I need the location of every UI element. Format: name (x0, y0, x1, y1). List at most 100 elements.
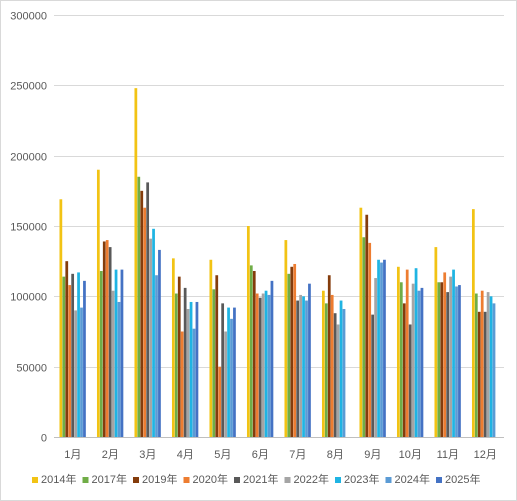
bar (299, 294, 302, 437)
bar (146, 182, 150, 437)
bar (114, 269, 118, 437)
x-tick-label: 1月 (64, 449, 81, 461)
bar (471, 209, 475, 437)
y-tick-label: 150000 (10, 222, 47, 234)
legend-swatch (32, 477, 38, 483)
x-tick-label: 9月 (364, 449, 381, 461)
bar (396, 266, 400, 437)
bar (120, 269, 124, 437)
bar (270, 280, 274, 437)
bar (287, 273, 291, 437)
bar (417, 290, 421, 437)
bar (143, 207, 147, 437)
y-tick-label: 200000 (10, 152, 47, 164)
legend-label: 2025年 (445, 472, 480, 486)
legend-item: 2019年 (133, 472, 177, 486)
legend-swatch (436, 477, 442, 483)
bar (152, 228, 155, 437)
bar (183, 287, 187, 437)
bar (480, 290, 484, 437)
bar (308, 283, 311, 437)
bar (215, 275, 219, 437)
bar (440, 282, 444, 437)
bar (195, 301, 199, 437)
bar (408, 324, 412, 437)
bar (227, 307, 230, 437)
legend-swatch (133, 477, 139, 483)
x-tick-label: 3月 (139, 449, 156, 461)
y-axis-tick-labels: 0 50000 100000 150000 200000 250000 300000 (10, 11, 47, 445)
bar (117, 301, 121, 437)
legend-swatch (284, 477, 291, 483)
legend-item: 2017年 (82, 472, 127, 486)
legend-swatch (335, 477, 341, 483)
bar (230, 318, 233, 437)
bar (377, 259, 380, 437)
legend: 2014年 2017年 2019年 2020年 2021年 2022年 2023年 2024年… (32, 472, 480, 486)
bar (155, 275, 158, 437)
bar (137, 176, 141, 437)
y-tick-label: 300000 (10, 11, 47, 23)
bar (339, 300, 343, 437)
x-tick-label: 11月 (437, 449, 459, 461)
legend-item: 2023年 (335, 472, 379, 486)
x-axis-tick-labels: 1月 2月 3月 4月 5月 6月 7月 8月 9月 10月 11月 12月 (64, 449, 497, 461)
bar (249, 265, 253, 437)
bar (359, 207, 363, 437)
x-tick-label: 10月 (399, 449, 422, 461)
y-tick-label: 0 (41, 433, 47, 445)
bar (149, 238, 152, 437)
legend-item: 2020年 (183, 472, 228, 486)
bar (399, 282, 403, 437)
legend-label: 2022年 (294, 472, 329, 486)
legend-label: 2024年 (395, 472, 430, 486)
bars (59, 88, 496, 438)
bar (477, 311, 481, 437)
bar (212, 289, 216, 437)
bar (302, 296, 305, 437)
gridlines (54, 15, 504, 438)
bar (452, 269, 455, 437)
bar (264, 290, 268, 437)
bar (420, 287, 424, 437)
bar (414, 268, 418, 437)
bar (380, 262, 383, 437)
x-tick-label: 2月 (102, 449, 119, 461)
x-tick-label: 8月 (327, 449, 344, 461)
legend-label: 2014年 (41, 472, 76, 486)
bar (65, 261, 69, 437)
bar (171, 258, 175, 437)
legend-item: 2021年 (234, 472, 278, 486)
legend-swatch (385, 477, 392, 483)
y-tick-label: 100000 (10, 292, 47, 304)
x-tick-label: 12月 (474, 449, 497, 461)
y-tick-label: 250000 (10, 81, 47, 93)
bar (434, 247, 438, 437)
bar (402, 303, 406, 437)
bar (330, 294, 334, 437)
bar (255, 293, 259, 437)
bar (246, 226, 250, 437)
bar (68, 285, 72, 437)
bar (233, 307, 236, 437)
bar (218, 366, 222, 437)
legend-label: 2023年 (344, 472, 379, 486)
bar (261, 293, 265, 437)
bar (371, 314, 375, 437)
bar (134, 88, 138, 438)
bar (336, 324, 340, 437)
y-tick-label: 50000 (16, 363, 47, 375)
legend-label: 2017年 (92, 472, 127, 486)
bar (209, 259, 213, 437)
bar (374, 278, 377, 437)
bar (158, 249, 161, 437)
bar (77, 272, 80, 437)
bar (186, 308, 190, 437)
bar (96, 169, 100, 438)
bar (71, 273, 75, 437)
legend-item: 2024年 (385, 472, 430, 486)
legend-label: 2020年 (193, 472, 228, 486)
bar (74, 310, 77, 437)
bar (102, 241, 106, 437)
bar (305, 300, 308, 437)
